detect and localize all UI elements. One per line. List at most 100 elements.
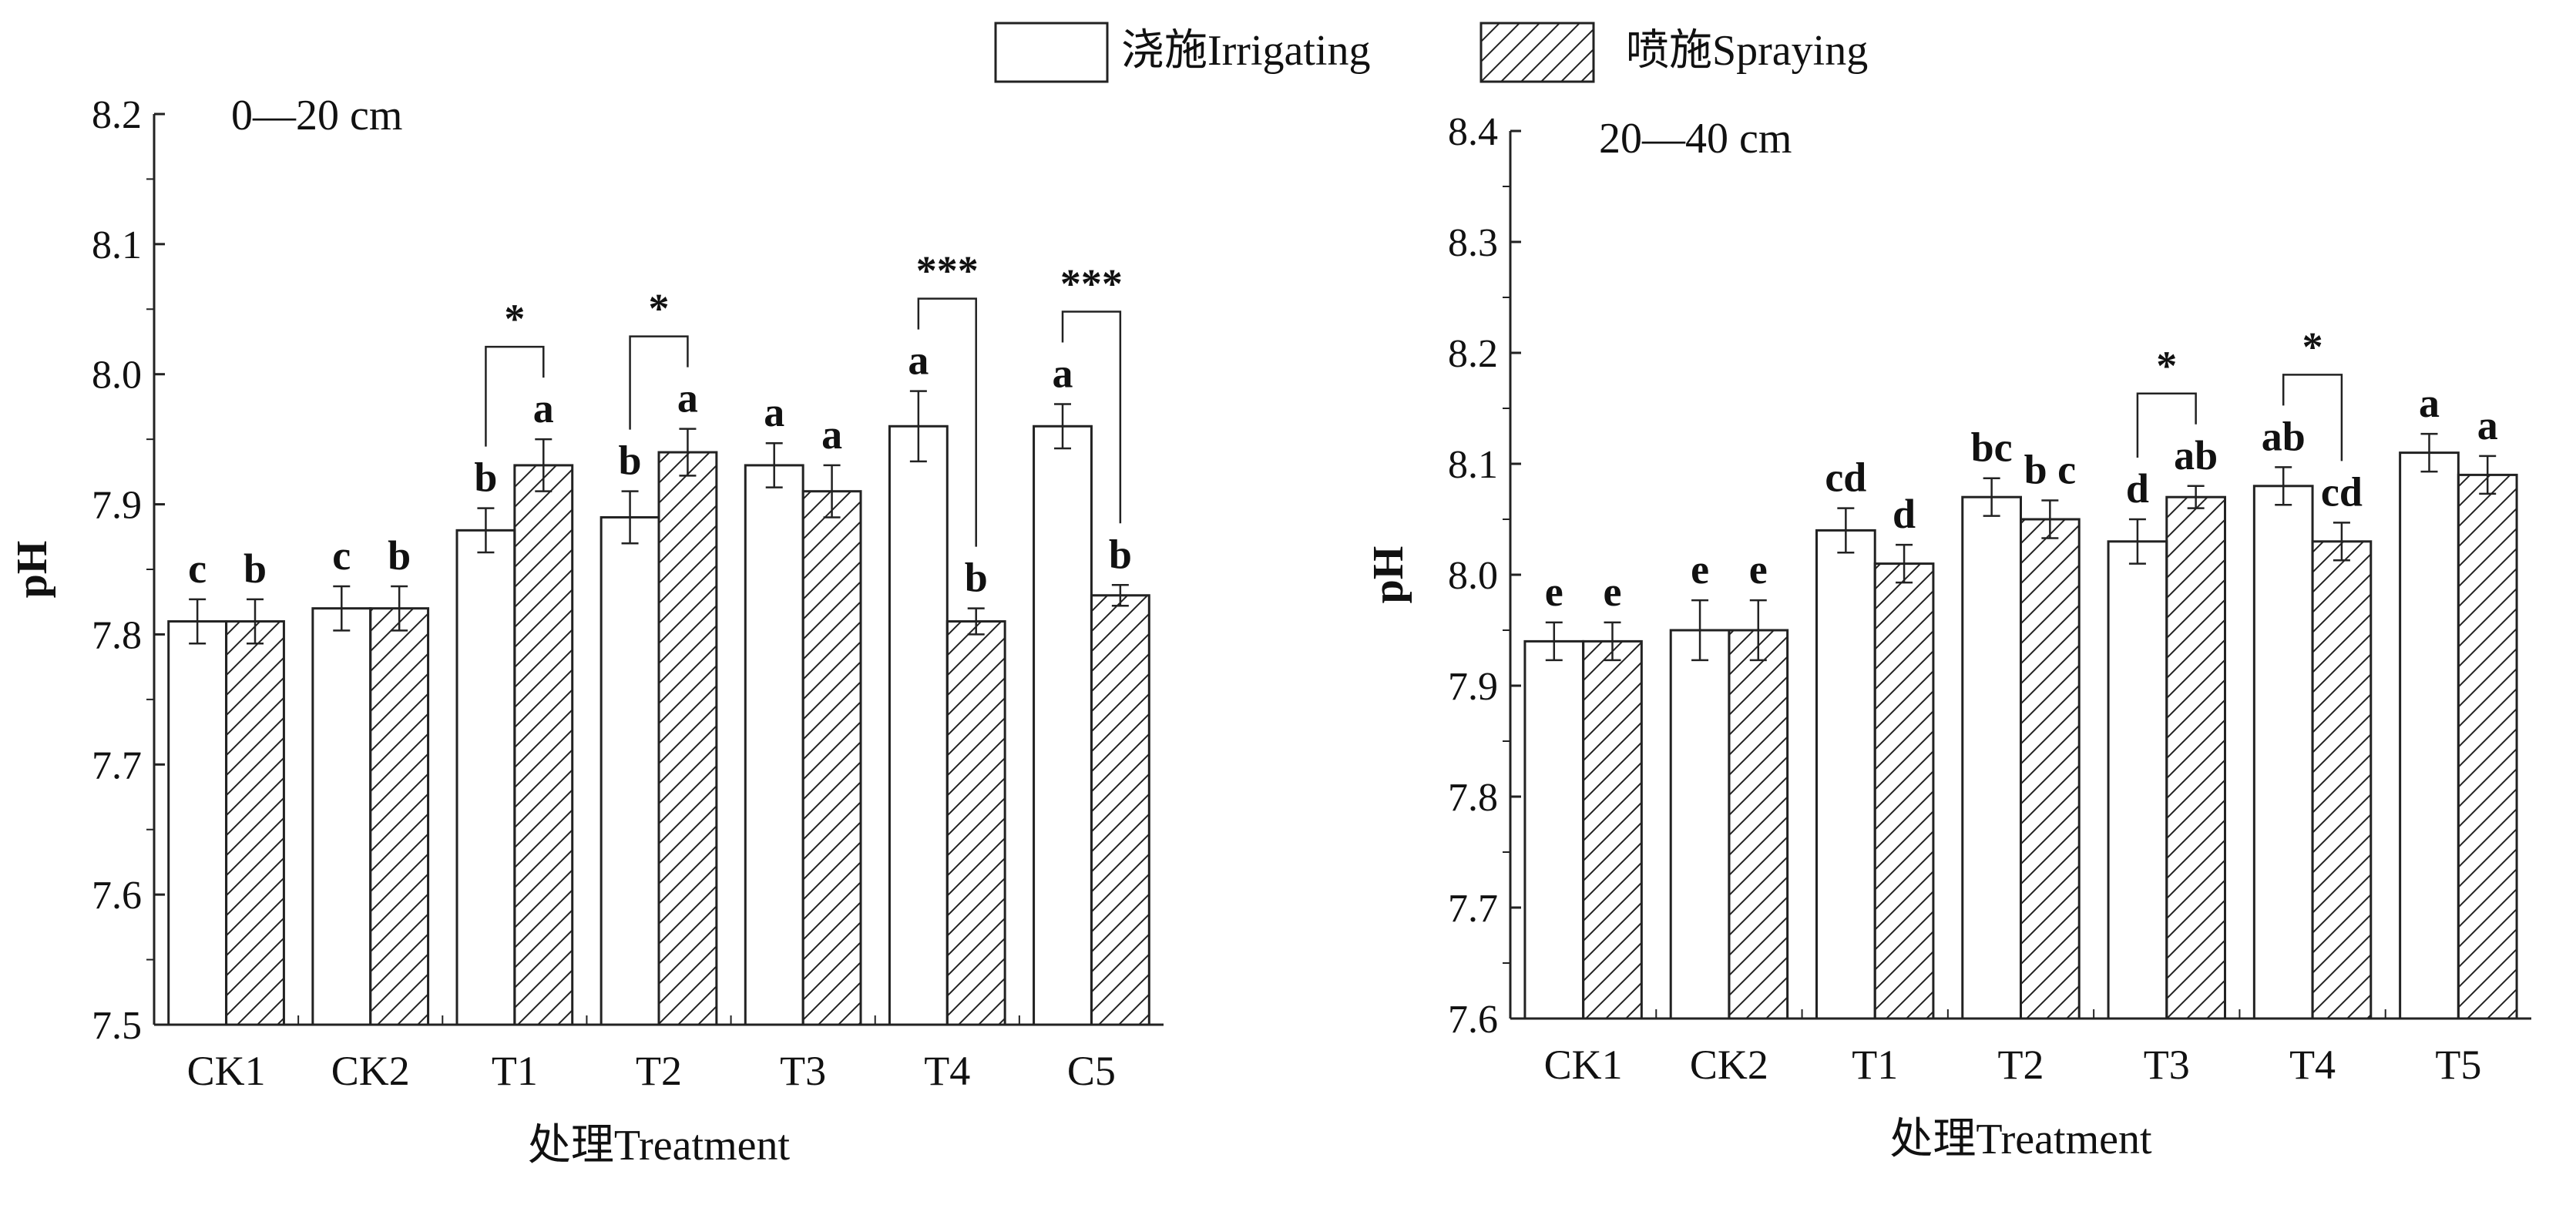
legend: 浇施Irrigating 喷施Spraying xyxy=(994,22,1868,83)
legend-label-irrigating: 浇施Irrigating xyxy=(1121,27,1370,75)
bar-irrigating xyxy=(311,607,372,1026)
x-tick-label: T3 xyxy=(780,1048,826,1094)
y-axis-title: pH xyxy=(8,541,56,599)
y-tick-label: 7.8 xyxy=(92,613,142,657)
bar-irrigating xyxy=(1523,639,1585,1020)
x-tick-label: T2 xyxy=(1998,1042,2044,1088)
significance-bracket xyxy=(485,345,545,447)
x-tick-label: T3 xyxy=(2144,1042,2190,1088)
bar-irrigating xyxy=(1815,529,1876,1020)
significance-letter: a xyxy=(533,385,554,431)
y-tick-label: 7.6 xyxy=(92,874,142,918)
y-tick-label: 8.1 xyxy=(92,223,142,267)
bar-spraying xyxy=(2311,540,2373,1020)
y-tick-label: 7.7 xyxy=(92,743,142,787)
significance-letter: b xyxy=(1109,531,1132,577)
significance-letter: a xyxy=(764,389,784,435)
significance-letter: e xyxy=(1545,569,1563,615)
significance-bracket xyxy=(917,297,977,547)
x-tick-label: CK2 xyxy=(331,1048,410,1094)
bar-spraying xyxy=(513,464,574,1026)
legend-label-spraying: 喷施Spraying xyxy=(1626,27,1868,75)
x-tick-label: T4 xyxy=(924,1048,970,1094)
bar-spraying xyxy=(1582,639,1643,1020)
y-tick-label: 7.6 xyxy=(1448,998,1498,1042)
x-tick-label: T2 xyxy=(636,1048,682,1094)
significance-letter: cd xyxy=(2321,468,2363,515)
bar-irrigating xyxy=(888,425,949,1026)
bar-irrigating xyxy=(455,529,516,1026)
bar-spraying xyxy=(1090,594,1150,1026)
significance-letter: a xyxy=(677,375,698,421)
significance-bracket xyxy=(2282,374,2343,461)
x-tick-label: T1 xyxy=(492,1048,538,1094)
significance-mark: * xyxy=(504,296,525,342)
significance-letter: e xyxy=(1604,569,1622,615)
bar-spraying xyxy=(945,620,1006,1026)
significance-letter: e xyxy=(1749,546,1768,592)
y-tick-label: 8.3 xyxy=(1448,221,1498,265)
significance-letter: b c xyxy=(2024,447,2077,493)
x-axis-title: 处理Treatment xyxy=(528,1122,791,1170)
x-axis-title: 处理Treatment xyxy=(1889,1116,2152,1163)
x-tick-label: CK1 xyxy=(1544,1042,1623,1088)
significance-letter: c xyxy=(332,532,351,579)
x-tick-label: CK1 xyxy=(187,1048,266,1094)
chart-panel-2: 7.6 7.7 7.8 7.9 8.0 8.1 8.2 8.3 8.4 20—40 cm 处理Tre… xyxy=(1365,110,2531,1163)
bar-irrigating xyxy=(599,515,660,1026)
y-tick-label: 8.2 xyxy=(92,93,142,137)
x-tick-label: CK2 xyxy=(1690,1042,1768,1088)
bar-spraying xyxy=(369,607,430,1026)
significance-bracket xyxy=(1061,310,1122,524)
significance-letter: a xyxy=(2477,402,2498,448)
significance-letter: b xyxy=(243,545,267,592)
bar-irrigating xyxy=(167,620,228,1026)
significance-letter: e xyxy=(1691,546,1709,592)
significance-bracket xyxy=(629,335,689,430)
legend-swatch-irrigating xyxy=(994,22,1109,83)
significance-mark: * xyxy=(2156,343,2177,389)
y-tick-label: 7.7 xyxy=(1448,887,1498,931)
y-tick-label: 7.5 xyxy=(92,1004,142,1048)
bar-spraying xyxy=(657,451,718,1026)
y-tick-label: 7.9 xyxy=(1448,665,1498,709)
chart-panel-1: 7.5 7.6 7.7 7.8 7.9 8.0 8.1 8.2 0—20 cm 处理Treatme… xyxy=(8,92,1164,1170)
panel-label: 20—40 cm xyxy=(1599,115,1792,163)
bar-spraying xyxy=(2457,473,2518,1020)
bar-irrigating xyxy=(1669,629,1731,1020)
bar-spraying xyxy=(2165,495,2226,1020)
significance-letter: c xyxy=(188,545,207,592)
significance-letter: b xyxy=(474,455,497,501)
legend-swatch-spraying xyxy=(1479,22,1595,83)
x-tick-label: C5 xyxy=(1067,1048,1116,1094)
significance-letter: a xyxy=(908,337,929,384)
y-axis-title: pH xyxy=(1365,546,1412,604)
significance-mark: *** xyxy=(1060,261,1123,307)
significance-mark: * xyxy=(2302,324,2323,370)
bar-irrigating xyxy=(2252,485,2314,1020)
significance-letter: b xyxy=(965,555,988,601)
x-tick-label: T5 xyxy=(2435,1042,2481,1088)
y-tick-label: 8.0 xyxy=(1448,554,1498,598)
bar-spraying xyxy=(2020,518,2081,1020)
significance-letter: ab xyxy=(2174,432,2218,478)
significance-letter: ab xyxy=(2262,413,2306,459)
y-tick-label: 7.9 xyxy=(92,484,142,528)
x-tick-label: T4 xyxy=(2289,1042,2336,1088)
y-tick-label: 8.2 xyxy=(1448,332,1498,376)
bar-irrigating xyxy=(2399,451,2460,1020)
bar-spraying xyxy=(1728,629,1789,1020)
y-tick-label: 8.1 xyxy=(1448,443,1498,487)
bar-irrigating xyxy=(1033,425,1093,1026)
significance-letter: bc xyxy=(1971,425,2013,471)
y-tick-label: 8.0 xyxy=(92,354,142,398)
bar-irrigating xyxy=(1961,495,2022,1020)
significance-mark: *** xyxy=(916,248,979,294)
significance-letter: d xyxy=(2126,465,2149,512)
significance-letter: a xyxy=(821,411,842,458)
significance-letter: a xyxy=(2419,380,2440,426)
significance-letter: cd xyxy=(1825,455,1866,501)
panel-label: 0—20 cm xyxy=(231,92,402,139)
x-tick-label: T1 xyxy=(1852,1042,1898,1088)
